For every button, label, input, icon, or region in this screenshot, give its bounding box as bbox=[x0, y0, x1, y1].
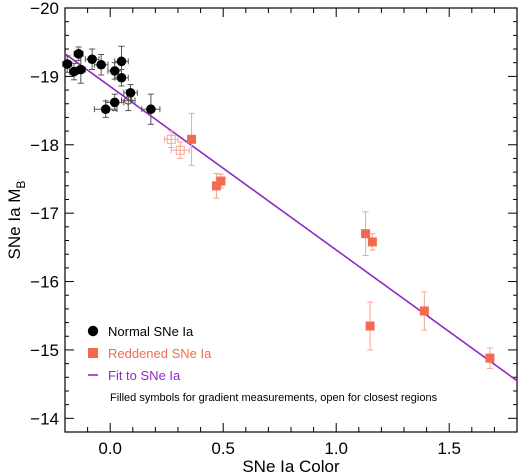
axis-tick-labels: 0.0 0.5 1.0 1.5 −20 −19 −18 −17 −16 −15 −14 bbox=[30, 0, 461, 458]
fit-line bbox=[64, 53, 518, 382]
y-tick-label: −20 bbox=[30, 0, 59, 18]
x-tick-label: 0.5 bbox=[211, 439, 235, 458]
data-point-normal bbox=[109, 66, 120, 76]
data-point-normal bbox=[146, 104, 156, 115]
data-point-normal bbox=[116, 72, 127, 83]
data-point-normal bbox=[116, 56, 127, 67]
data-point-normal bbox=[100, 104, 111, 115]
y-axis-title: SNe Ia MB bbox=[5, 181, 28, 260]
data-markers bbox=[62, 49, 495, 363]
y-tick-label: −18 bbox=[30, 136, 59, 155]
data-point-normal bbox=[62, 59, 73, 69]
data-point-reddened bbox=[211, 181, 221, 191]
x-tick-label: 1.5 bbox=[437, 439, 461, 458]
y-tick-label: −14 bbox=[30, 409, 59, 428]
y-axis-title-subscript: B bbox=[14, 181, 28, 189]
y-tick-label: −17 bbox=[30, 204, 59, 223]
data-point-reddened-open bbox=[175, 145, 185, 155]
legend-marker-normal bbox=[87, 325, 99, 337]
data-point-reddened bbox=[419, 306, 429, 316]
legend-marker-reddened bbox=[88, 348, 98, 358]
data-point-normal bbox=[73, 49, 84, 59]
x-tick-label: 1.0 bbox=[324, 439, 348, 458]
data-point-normal bbox=[87, 54, 97, 65]
legend-label-normal: Normal SNe Ia bbox=[108, 324, 194, 339]
data-point-normal bbox=[76, 64, 86, 75]
y-tick-label: −16 bbox=[30, 273, 59, 292]
data-point-normal bbox=[125, 88, 136, 98]
y-axis-title-main: SNe Ia M bbox=[5, 189, 24, 260]
legend-label-reddened: Reddened SNe Ia bbox=[108, 346, 212, 361]
data-point-normal bbox=[96, 59, 106, 70]
data-point-normal-open bbox=[123, 96, 133, 105]
data-point-reddened bbox=[367, 237, 377, 247]
x-tick-label: 0.0 bbox=[98, 439, 122, 458]
legend: Normal SNe Ia Reddened SNe Ia Fit to SNe… bbox=[87, 324, 438, 404]
x-axis-title: SNe Ia Color bbox=[242, 457, 340, 476]
data-point-reddened-open bbox=[166, 134, 176, 144]
data-point-reddened bbox=[216, 176, 226, 186]
legend-label-fit: Fit to SNe Ia bbox=[108, 368, 181, 383]
y-tick-label: −19 bbox=[30, 67, 59, 86]
data-point-reddened bbox=[365, 321, 375, 331]
data-point-normal bbox=[109, 97, 120, 108]
fit-line-group bbox=[64, 53, 518, 382]
data-point-reddened bbox=[361, 229, 371, 239]
legend-note: Filled symbols for gradient measurements… bbox=[110, 392, 438, 404]
y-tick-label: −15 bbox=[30, 341, 59, 360]
data-point-reddened bbox=[485, 353, 495, 363]
data-point-reddened bbox=[187, 134, 197, 144]
